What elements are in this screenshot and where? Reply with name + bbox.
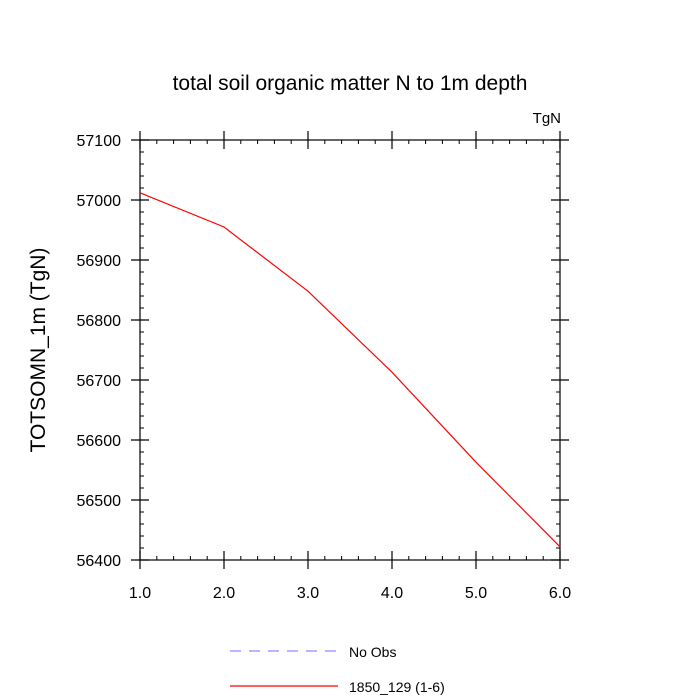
x-tick-label: 4.0 [381, 585, 403, 602]
x-tick-label: 2.0 [213, 585, 235, 602]
legend-label: No Obs [349, 644, 396, 660]
y-tick-label: 57100 [77, 133, 122, 150]
chart-title: total soil organic matter N to 1m depth [173, 72, 528, 95]
y-tick-label: 56400 [77, 553, 122, 570]
y-tick-label: 57000 [77, 193, 122, 210]
x-tick-label: 1.0 [129, 585, 151, 602]
y-tick-label: 56800 [77, 313, 122, 330]
y-tick-label: 56700 [77, 373, 122, 390]
y-tick-label: 56600 [77, 433, 122, 450]
x-tick-label: 6.0 [549, 585, 571, 602]
legend-label: 1850_129 (1-6) [349, 679, 445, 695]
x-tick-label: 3.0 [297, 585, 319, 602]
series-layer [139, 192, 561, 548]
units-label: TgN [533, 110, 561, 127]
x-tick-labels: 1.0 2.0 3.0 4.0 5.0 6.0 [129, 585, 571, 602]
minor-ticks [139, 139, 561, 561]
plot-frame [139, 139, 561, 561]
y-tick-label: 56900 [77, 253, 122, 270]
x-tick-label: 5.0 [465, 585, 487, 602]
y-tick-label: 56500 [77, 493, 122, 510]
y-axis-label: TOTSOMN_1m (TgN) [27, 248, 50, 453]
series-line [139, 192, 561, 548]
legend: No Obs 1850_129 (1-6) [230, 644, 445, 695]
y-tick-labels: 56400 56500 56600 56700 56800 56900 57000 57100 [77, 133, 122, 570]
major-ticks [131, 131, 569, 569]
